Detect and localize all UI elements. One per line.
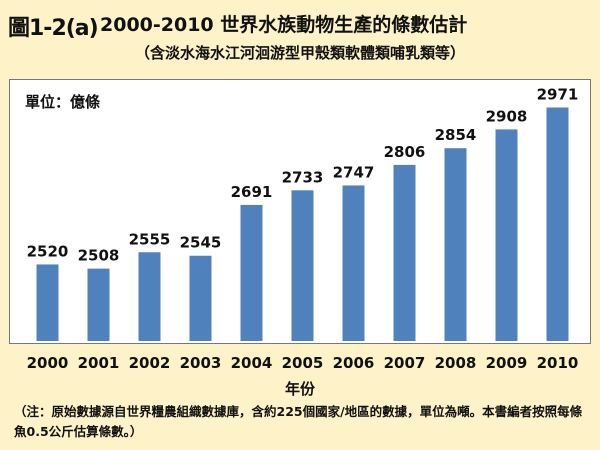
figure-label: 圖1-2(a) (8, 16, 99, 41)
data-label-2006: 2747 (333, 163, 375, 181)
x-tick-label-2004: 2004 (231, 354, 273, 372)
data-label-2001: 2508 (78, 247, 120, 265)
chart-title: 2000-2010 世界水族動物生產的條數估計 (100, 14, 468, 36)
bar-2000 (36, 264, 59, 341)
data-label-2008: 2854 (435, 126, 477, 144)
x-tick-label-2005: 2005 (282, 354, 324, 372)
data-label-2005: 2733 (282, 168, 324, 186)
chart-subtitle: （含淡水海水江河洄游型甲殼類軟體類哺乳類等） (134, 44, 465, 62)
x-tick-label-2006: 2006 (333, 354, 375, 372)
data-label-2002: 2555 (129, 230, 171, 248)
bar-2003 (189, 255, 212, 341)
bar-2006 (342, 185, 365, 341)
bar-2004 (240, 204, 263, 341)
x-tick-label-2008: 2008 (435, 354, 477, 372)
x-tick-label-2000: 2000 (27, 354, 69, 372)
data-label-2000: 2520 (27, 242, 69, 260)
data-label-2010: 2971 (537, 85, 579, 103)
x-tick-label-2002: 2002 (129, 354, 171, 372)
bar-2010 (546, 107, 569, 341)
data-label-2009: 2908 (486, 107, 528, 125)
x-tick-label-2010: 2010 (537, 354, 579, 372)
bar-2001 (87, 268, 110, 341)
x-axis-title: 年份 (284, 380, 315, 398)
x-tick-label-2007: 2007 (384, 354, 426, 372)
x-tick-label-2003: 2003 (180, 354, 222, 372)
x-tick-label-2001: 2001 (78, 354, 120, 372)
bar-2008 (444, 148, 467, 341)
x-tick-label-2009: 2009 (486, 354, 528, 372)
data-label-2007: 2806 (384, 143, 426, 161)
data-label-2003: 2545 (180, 234, 222, 252)
footnote: （注：原始數據源自世界糧農組織數據庫，含約225個國家/地區的數據，單位為噸。本… (14, 404, 583, 439)
unit-label: 單位：億條 (25, 93, 101, 111)
bar-2009 (495, 129, 518, 341)
data-label-2004: 2691 (231, 183, 273, 201)
bar-2005 (291, 190, 314, 341)
bar-2007 (393, 164, 416, 341)
bar-chart: 2520 2000 2508 2001 2555 2002 2545 2003 2691 2004… (27, 85, 579, 372)
bar-2002 (138, 252, 161, 341)
